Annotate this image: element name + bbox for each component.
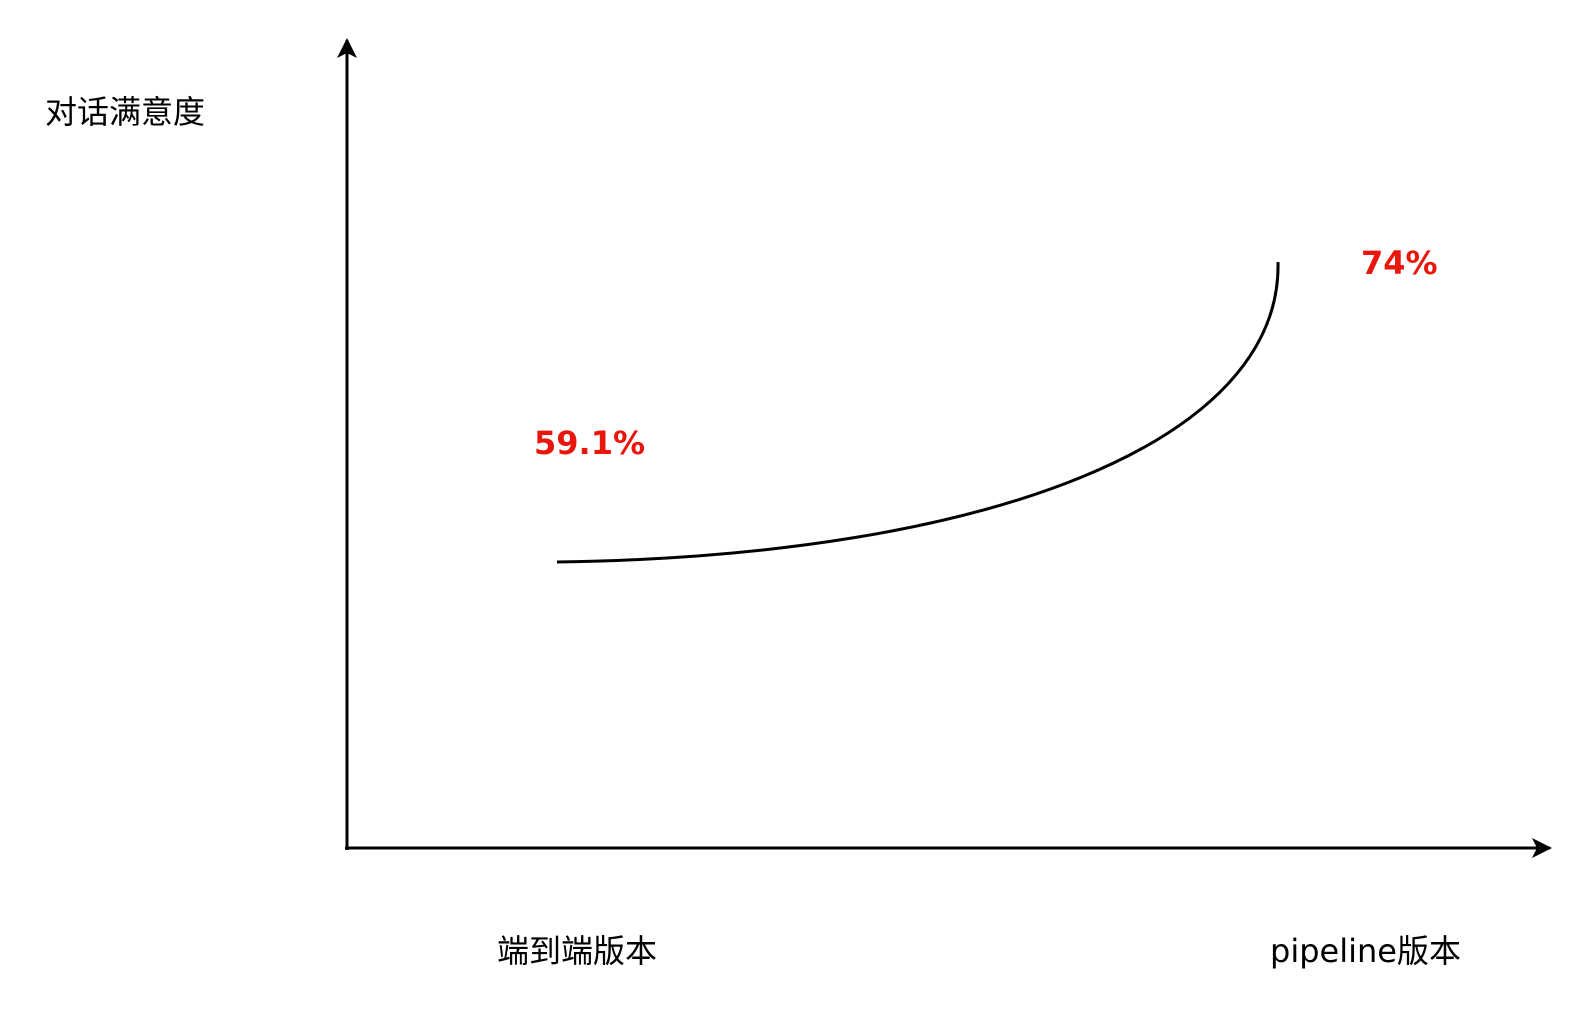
category-labels: 端到端版本 pipeline版本 <box>497 932 1461 970</box>
category-label-1: pipeline版本 <box>1270 932 1461 970</box>
series-line <box>556 261 1280 564</box>
data-label-1: 74% <box>1361 244 1438 282</box>
data-label-0: 59.1% <box>534 424 645 462</box>
data-labels: 59.1% 74% <box>534 244 1438 462</box>
y-axis: 对话满意度 <box>45 38 357 850</box>
y-axis-label: 对话满意度 <box>45 93 205 131</box>
category-label-0: 端到端版本 <box>497 932 657 970</box>
